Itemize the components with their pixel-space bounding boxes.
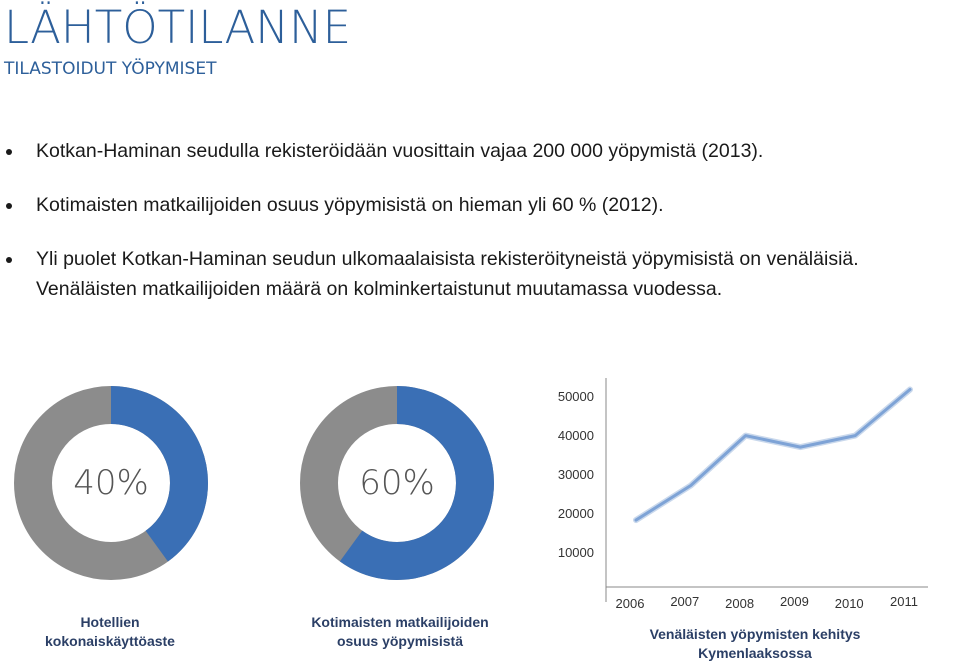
bullet-text-continuation: Venäläisten matkailijoiden määrä on kolm… [36, 278, 723, 300]
page-subtitle: TILASTOIDUT YÖPYMISET [4, 59, 217, 79]
caption-line: osuus yöpymisistä [336, 633, 464, 649]
russian-overnights-line-chart: 50000 40000 30000 20000 10000 2006 2007 2008 200… [558, 378, 928, 611]
x-tick-label: 2011 [890, 594, 918, 609]
caption-line: Kymenlaaksossa [698, 645, 812, 661]
occupancy-percent-label: 40% [73, 463, 149, 503]
x-tick-label: 2010 [835, 596, 864, 611]
occupancy-donut-chart [14, 386, 208, 580]
bullet-text: Kotkan-Haminan seudulla rekisteröidään v… [36, 140, 764, 162]
bullet-text: Kotimaisten matkailijoiden osuus yöpymis… [36, 194, 664, 216]
caption-line: kokonaiskäyttöaste [45, 633, 175, 649]
domestic-share-donut-chart [300, 386, 494, 580]
y-tick-label: 30000 [558, 467, 594, 482]
y-tick-label: 50000 [558, 389, 594, 404]
bullet-item: Kotkan-Haminan seudulla rekisteröidään v… [0, 136, 960, 166]
line-chart-caption: Venäläisten yöpymisten kehitys Kymenlaak… [620, 625, 890, 663]
y-tick-label: 20000 [558, 506, 594, 521]
bullet-list: Kotkan-Haminan seudulla rekisteröidään v… [0, 136, 960, 328]
caption-line: Hotellien [80, 614, 140, 630]
page-title: LÄHTÖTILANNE [4, 1, 352, 54]
series-line [634, 388, 912, 522]
x-tick-label: 2006 [616, 596, 645, 611]
caption-line: Venäläisten yöpymisten kehitys [649, 626, 861, 642]
y-tick-label: 40000 [558, 428, 594, 443]
domestic-share-percent-label: 60% [359, 463, 435, 503]
y-tick-label: 10000 [558, 545, 594, 560]
x-tick-label: 2007 [670, 594, 699, 609]
donut-value-arc [300, 386, 494, 580]
caption-line: Kotimaisten matkailijoiden [311, 614, 489, 630]
bullet-item: Yli puolet Kotkan-Haminan seudun ulkomaa… [0, 244, 960, 304]
occupancy-caption: Hotellien kokonaiskäyttöaste [10, 613, 210, 651]
bullet-text: Yli puolet Kotkan-Haminan seudun ulkomaa… [36, 248, 859, 270]
bullet-item: Kotimaisten matkailijoiden osuus yöpymis… [0, 190, 960, 220]
x-tick-label: 2008 [725, 596, 754, 611]
series-line-shadow [633, 386, 913, 524]
domestic-share-caption: Kotimaisten matkailijoiden osuus yöpymis… [290, 613, 510, 651]
donut-value-arc [14, 386, 208, 580]
x-tick-label: 2009 [780, 594, 809, 609]
